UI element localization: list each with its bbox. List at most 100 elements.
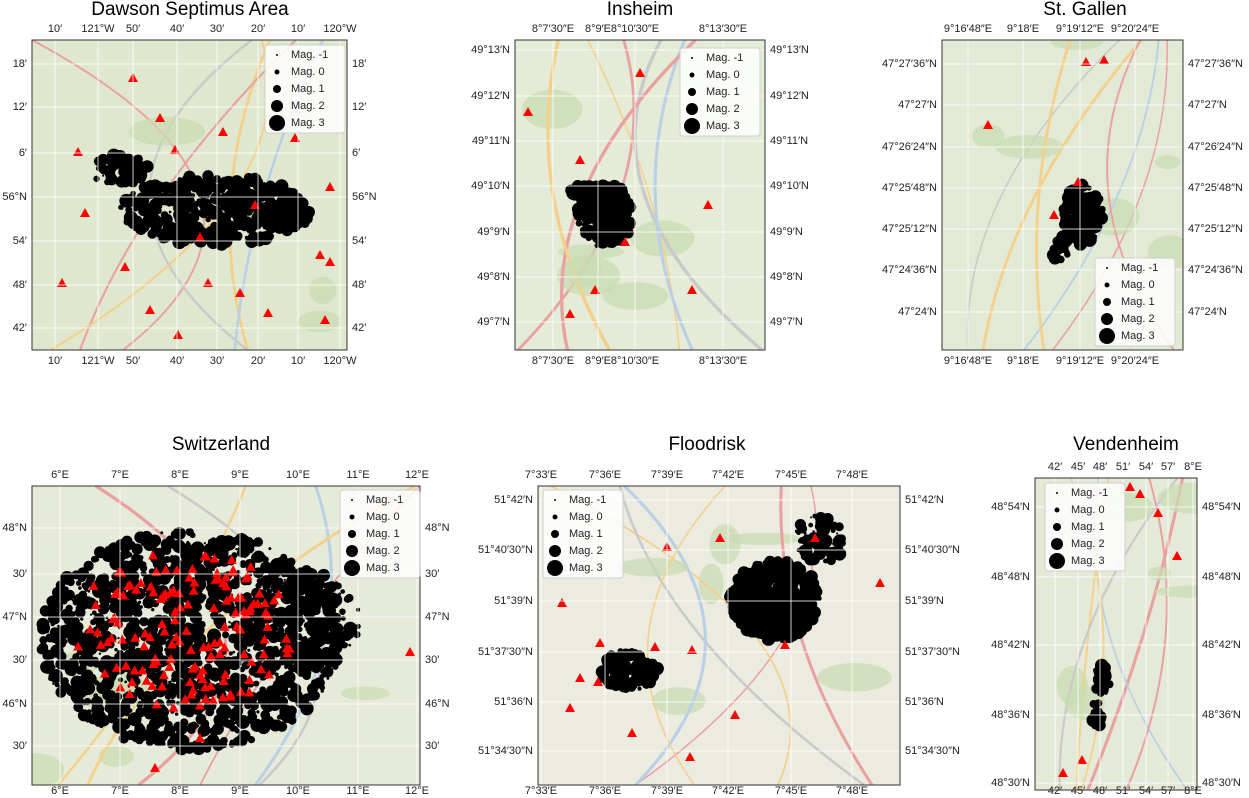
station-marker [108, 614, 119, 624]
station-marker [263, 669, 274, 679]
left-tick-label: 47°26′24″N [882, 141, 937, 153]
event-marker [224, 561, 228, 565]
top-tick-label: 7°36′E [589, 469, 621, 481]
event-marker [136, 219, 142, 225]
event-marker [135, 201, 140, 205]
event-marker [602, 656, 611, 664]
station-marker [110, 589, 121, 599]
event-marker [177, 177, 183, 182]
event-marker [188, 180, 192, 184]
event-marker [76, 625, 83, 632]
left-tick-label: 46°N [2, 698, 27, 710]
event-marker [274, 179, 289, 193]
station-marker [158, 670, 169, 680]
event-marker [1086, 713, 1100, 727]
map-frame [514, 39, 766, 351]
event-marker [140, 648, 153, 661]
event-marker [812, 530, 815, 533]
map-road [1086, 478, 1185, 790]
station-marker [145, 305, 155, 314]
right-tick-label: 51°36′N [905, 696, 944, 708]
event-marker [263, 582, 271, 590]
station-marker [703, 200, 713, 209]
event-marker [287, 664, 297, 673]
bottom-tick-label: 121°W [81, 355, 115, 367]
map-road [1052, 40, 1168, 350]
legend-marker [276, 54, 278, 56]
left-tick-label: 48°36′N [991, 709, 1030, 721]
event-marker [235, 734, 248, 747]
bottom-tick-label: 48′ [1093, 785, 1107, 797]
left-tick-label: 12′ [13, 101, 27, 113]
event-marker [108, 165, 117, 174]
event-marker [271, 609, 278, 616]
event-marker [244, 235, 249, 240]
station-marker [188, 585, 199, 595]
event-marker [810, 605, 817, 612]
map-green [564, 255, 603, 287]
station-marker [189, 577, 200, 587]
left-tick-label: 30′ [13, 568, 27, 580]
event-marker [177, 723, 181, 727]
event-marker [156, 221, 160, 225]
event-marker [300, 574, 314, 588]
event-marker [38, 621, 51, 634]
event-marker [301, 212, 313, 225]
event-marker [190, 221, 204, 236]
bottom-tick-label: 51′ [1116, 785, 1130, 797]
legend-label: Mag. -1 [1121, 262, 1158, 274]
right-tick-label: 51°37′30″N [905, 646, 960, 658]
map-road [1035, 40, 1072, 350]
station-marker [244, 674, 255, 684]
event-marker [259, 686, 267, 694]
top-tick-label: 121°W [81, 23, 115, 35]
event-marker [299, 661, 305, 667]
map-green [558, 244, 625, 259]
station-marker [85, 624, 96, 634]
event-marker [94, 557, 100, 562]
event-marker [799, 587, 804, 592]
station-marker [236, 686, 247, 696]
station-marker [221, 581, 232, 591]
station-marker [111, 662, 122, 672]
panel-title: Switzerland [172, 434, 270, 455]
bottom-tick-label: 50′ [126, 355, 140, 367]
station-marker [92, 627, 103, 637]
event-marker [808, 522, 814, 528]
event-marker [727, 586, 736, 596]
event-marker [55, 686, 67, 698]
event-marker [249, 683, 252, 686]
station-marker [170, 606, 181, 616]
event-marker [186, 593, 194, 601]
legend-marker [344, 560, 360, 576]
top-tick-label: 40′ [170, 23, 184, 35]
station-marker [239, 649, 250, 659]
left-tick-label: 47°24′36″N [882, 264, 937, 276]
event-marker [615, 213, 620, 217]
event-marker [229, 658, 241, 670]
station-marker [730, 710, 740, 719]
event-marker [145, 665, 155, 675]
event-marker [158, 230, 167, 239]
event-marker [90, 636, 99, 645]
event-marker [274, 672, 279, 677]
station-marker [184, 572, 195, 582]
event-marker [167, 634, 173, 640]
left-tick-label: 30′ [13, 654, 27, 666]
station-marker [1077, 755, 1087, 764]
station-marker [160, 564, 171, 574]
event-marker [234, 721, 238, 725]
event-marker [817, 551, 822, 557]
station-marker [185, 677, 196, 687]
event-marker [94, 546, 107, 559]
right-tick-label: 6′ [352, 147, 360, 159]
event-marker [116, 580, 120, 584]
event-marker [69, 659, 76, 666]
top-tick-label: 8°9′E [585, 23, 611, 35]
event-marker [209, 726, 220, 737]
event-marker [774, 580, 780, 585]
event-marker [73, 702, 84, 713]
station-marker [523, 107, 533, 116]
event-marker [55, 658, 66, 670]
station-marker [157, 681, 168, 691]
